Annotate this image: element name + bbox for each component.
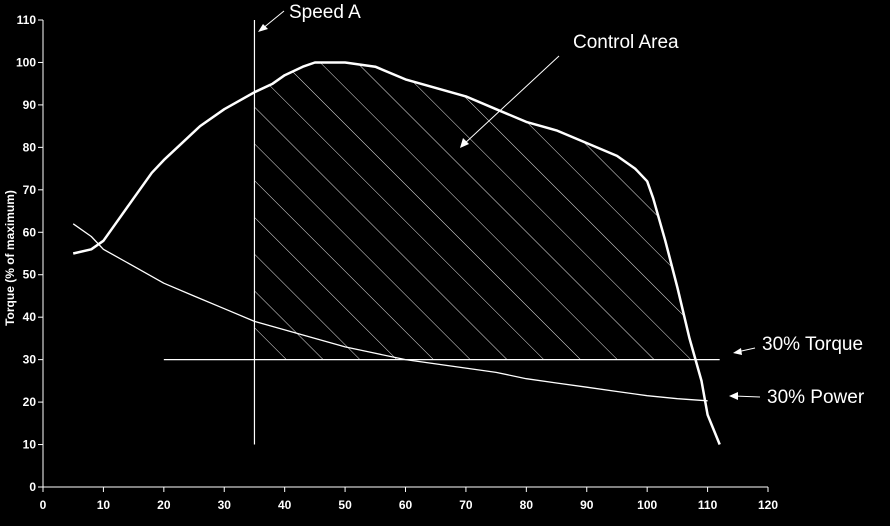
y-tick-label: 50	[23, 268, 37, 282]
x-tick-label: 110	[698, 498, 718, 512]
series-line-2	[72, 223, 708, 402]
x-tick-label: 70	[459, 498, 473, 512]
x-tick-label: 30	[218, 498, 232, 512]
y-axis-title: Torque (% of maximum)	[3, 190, 17, 326]
x-tick-label: 10	[97, 498, 111, 512]
y-tick-label: 30	[23, 353, 37, 367]
speed-a-arrow	[261, 10, 285, 30]
series-line-1	[72, 61, 721, 445]
x-ticks: 0 10 20 30 40 50 60 70 80 90 100 110 120	[40, 487, 778, 512]
y-tick-label: 90	[23, 98, 37, 112]
power-30-arrow	[733, 395, 761, 398]
x-tick-label: 50	[338, 498, 352, 512]
x-tick-label: 20	[157, 498, 171, 512]
power-30-label: 30% Power	[767, 387, 865, 408]
speed-a-arrowhead	[258, 24, 268, 32]
x-tick-label: 60	[399, 498, 413, 512]
torque-30-label: 30% Torque	[762, 334, 863, 355]
control-area-label: Control Area	[573, 32, 679, 53]
x-tick-label: 0	[40, 498, 47, 512]
speed-a-label: Speed A	[289, 2, 361, 23]
y-tick-label: 70	[23, 183, 37, 197]
y-tick-label: 110	[17, 13, 37, 27]
x-tick-label: 80	[520, 498, 534, 512]
control-area-arrowhead	[460, 138, 469, 148]
y-tick-label: 40	[23, 310, 37, 324]
y-tick-label: 10	[23, 438, 37, 452]
x-tick-label: 90	[580, 498, 594, 512]
series-group	[72, 61, 721, 445]
y-tick-label: 80	[23, 140, 37, 154]
x-tick-label: 120	[758, 498, 778, 512]
power-30-arrowhead	[729, 392, 738, 400]
control-area-arrow	[462, 55, 560, 146]
y-tick-label: 20	[23, 395, 37, 409]
y-tick-label: 60	[23, 225, 37, 239]
y-tick-label: 0	[29, 480, 36, 494]
y-ticks: 0 10 20 30 40 50 60 70 80 90 100 110	[16, 13, 43, 494]
x-tick-label: 40	[278, 498, 292, 512]
x-tick-label: 100	[637, 498, 657, 512]
torque-30-arrowhead	[733, 348, 742, 355]
y-tick-label: 100	[16, 55, 36, 69]
